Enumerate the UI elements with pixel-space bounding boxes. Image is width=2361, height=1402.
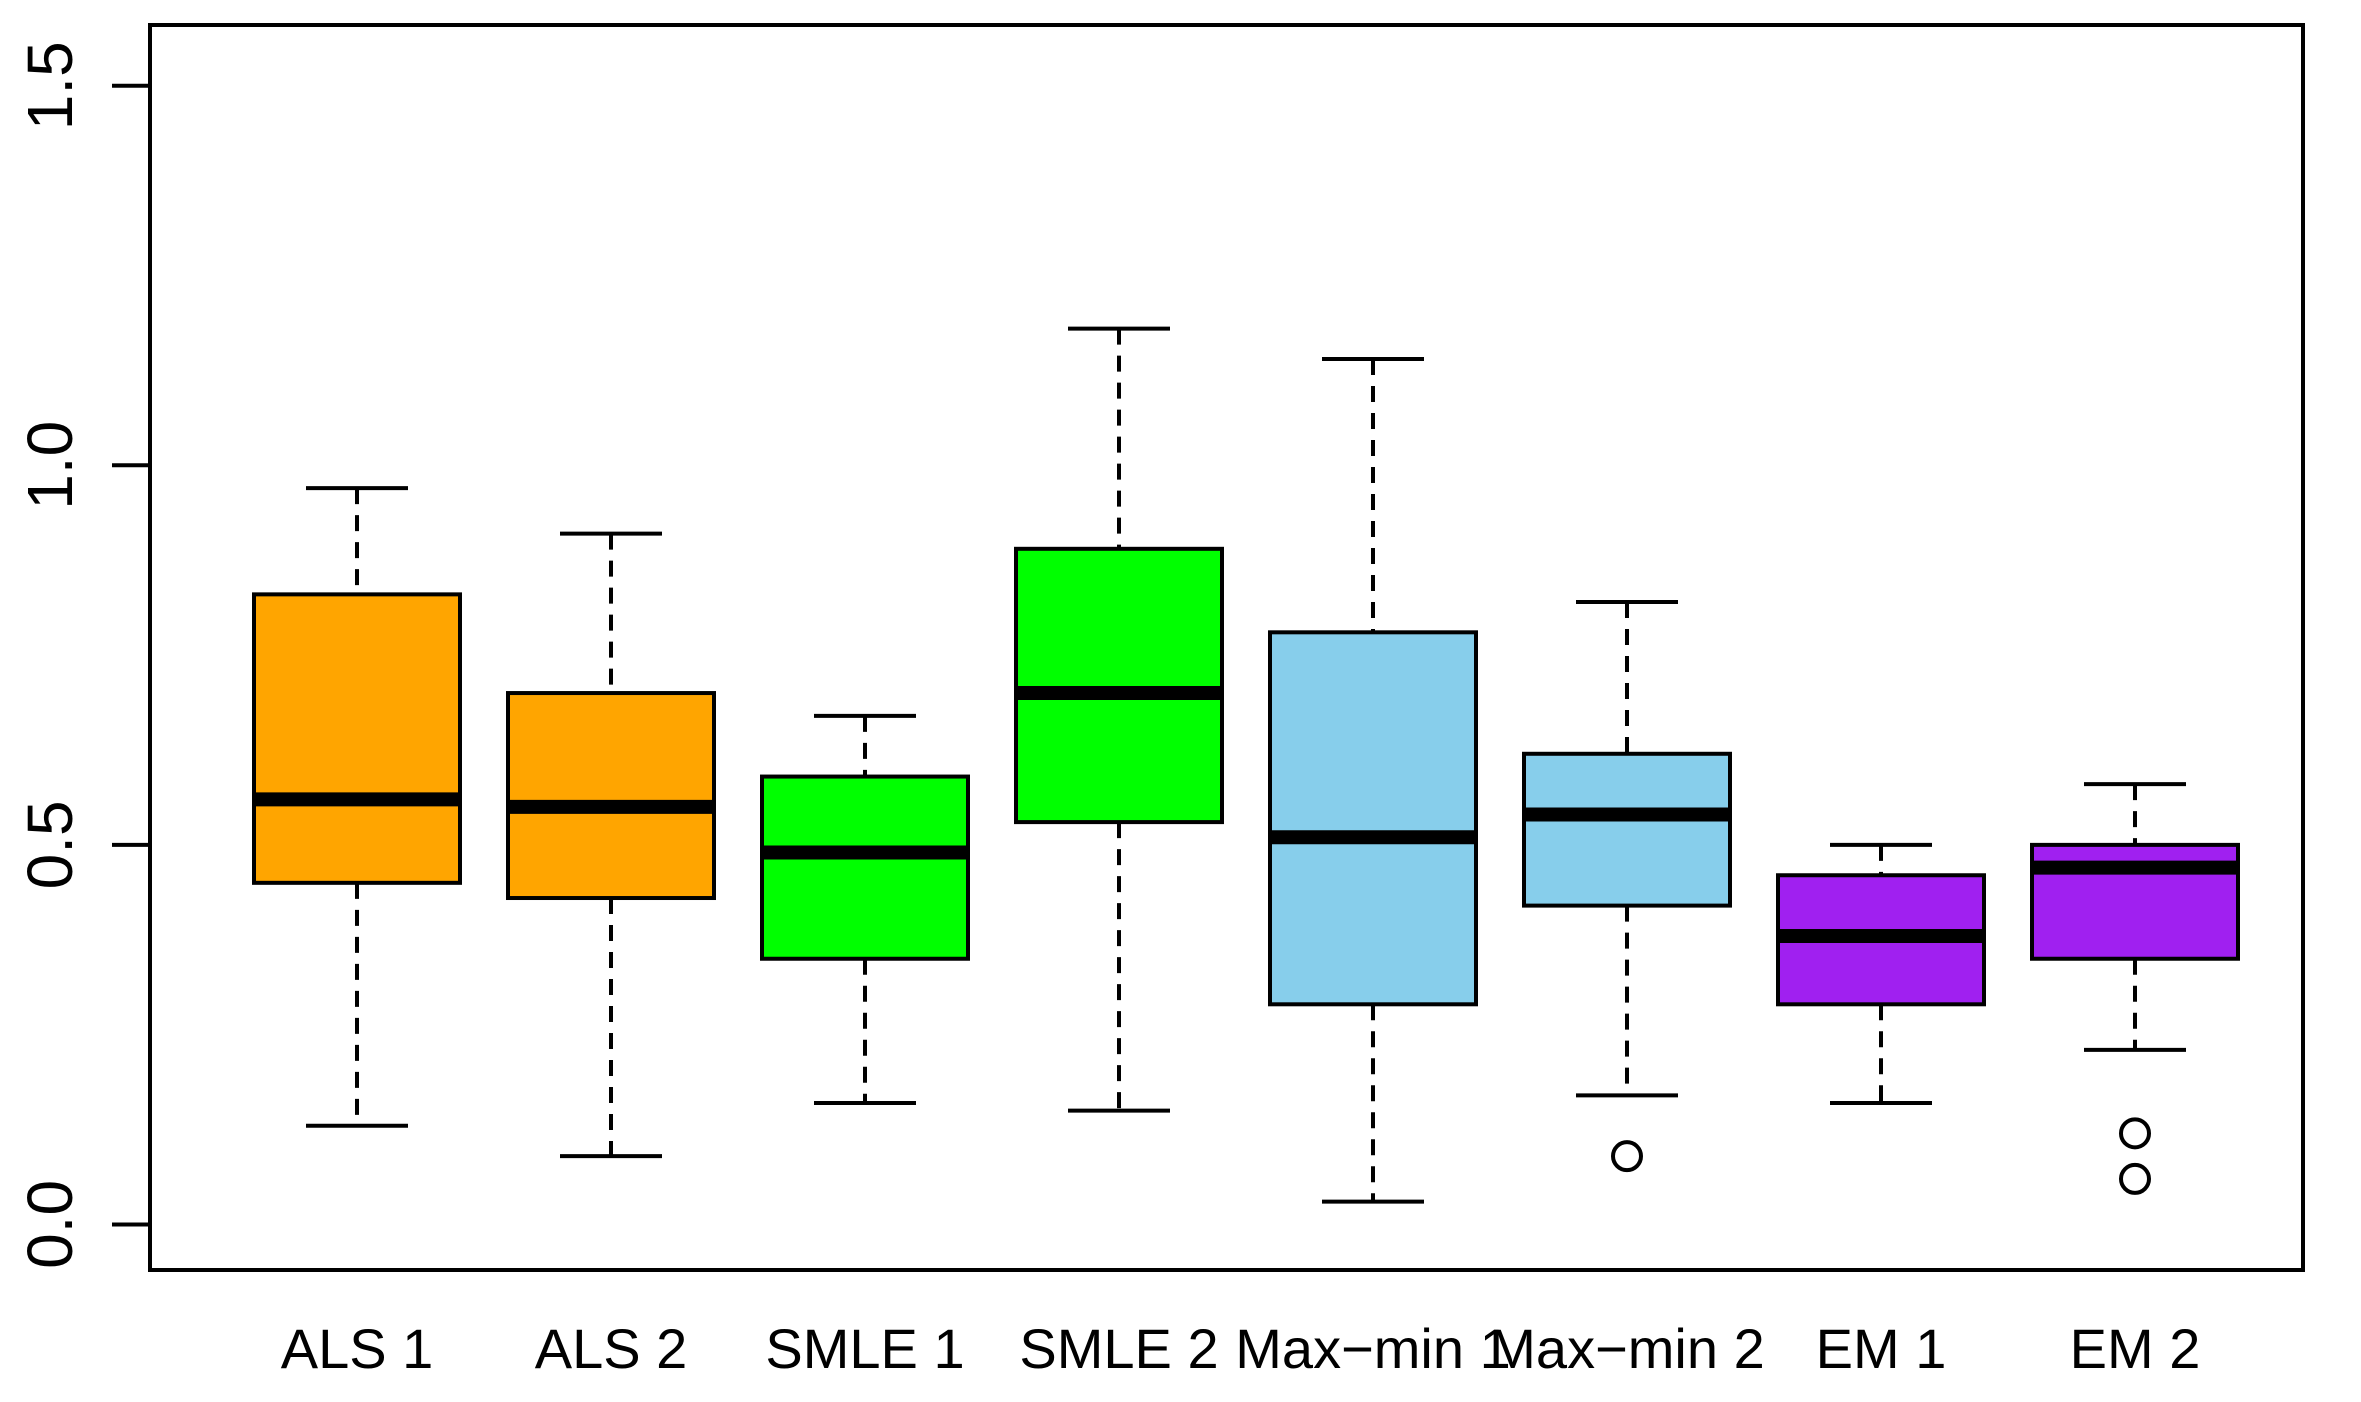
outlier-point — [1611, 1140, 1643, 1173]
iqr-box — [506, 691, 716, 901]
x-category-label: Max−min 2 — [1489, 1317, 1764, 1380]
box-group — [506, 531, 716, 1159]
y-tick-label: 0.0 — [14, 1180, 86, 1269]
iqr-box — [252, 592, 462, 885]
y-tick-label: 1.5 — [14, 41, 86, 130]
x-category-label: EM 2 — [2070, 1317, 2201, 1380]
outlier-point — [2119, 1117, 2151, 1150]
x-category-label: SMLE 2 — [1019, 1317, 1218, 1380]
x-category-label: EM 1 — [1816, 1317, 1947, 1380]
x-category-label: ALS 1 — [281, 1317, 434, 1380]
iqr-box — [1522, 751, 1732, 908]
x-category-label: ALS 2 — [535, 1317, 688, 1380]
box-group — [2030, 782, 2240, 1195]
iqr-box — [760, 774, 970, 961]
boxes-layer — [252, 326, 2240, 1204]
y-axis: 0.0 0.5 1.0 1.5 — [14, 41, 152, 1269]
box-group — [760, 713, 970, 1105]
box-group — [1014, 326, 1224, 1113]
plot-frame — [148, 23, 2305, 1272]
y-tick-label: 0.5 — [14, 800, 86, 889]
iqr-box — [1268, 630, 1478, 1007]
outlier-point — [2119, 1162, 2151, 1195]
iqr-box — [1014, 546, 1224, 825]
box-group — [1776, 842, 1986, 1105]
box-group — [1268, 357, 1478, 1204]
x-category-label: SMLE 1 — [765, 1317, 964, 1380]
x-category-label: Max−min 1 — [1235, 1317, 1510, 1380]
box-group — [252, 486, 462, 1128]
box-group — [1522, 599, 1732, 1173]
y-tick-label: 1.0 — [14, 421, 86, 510]
